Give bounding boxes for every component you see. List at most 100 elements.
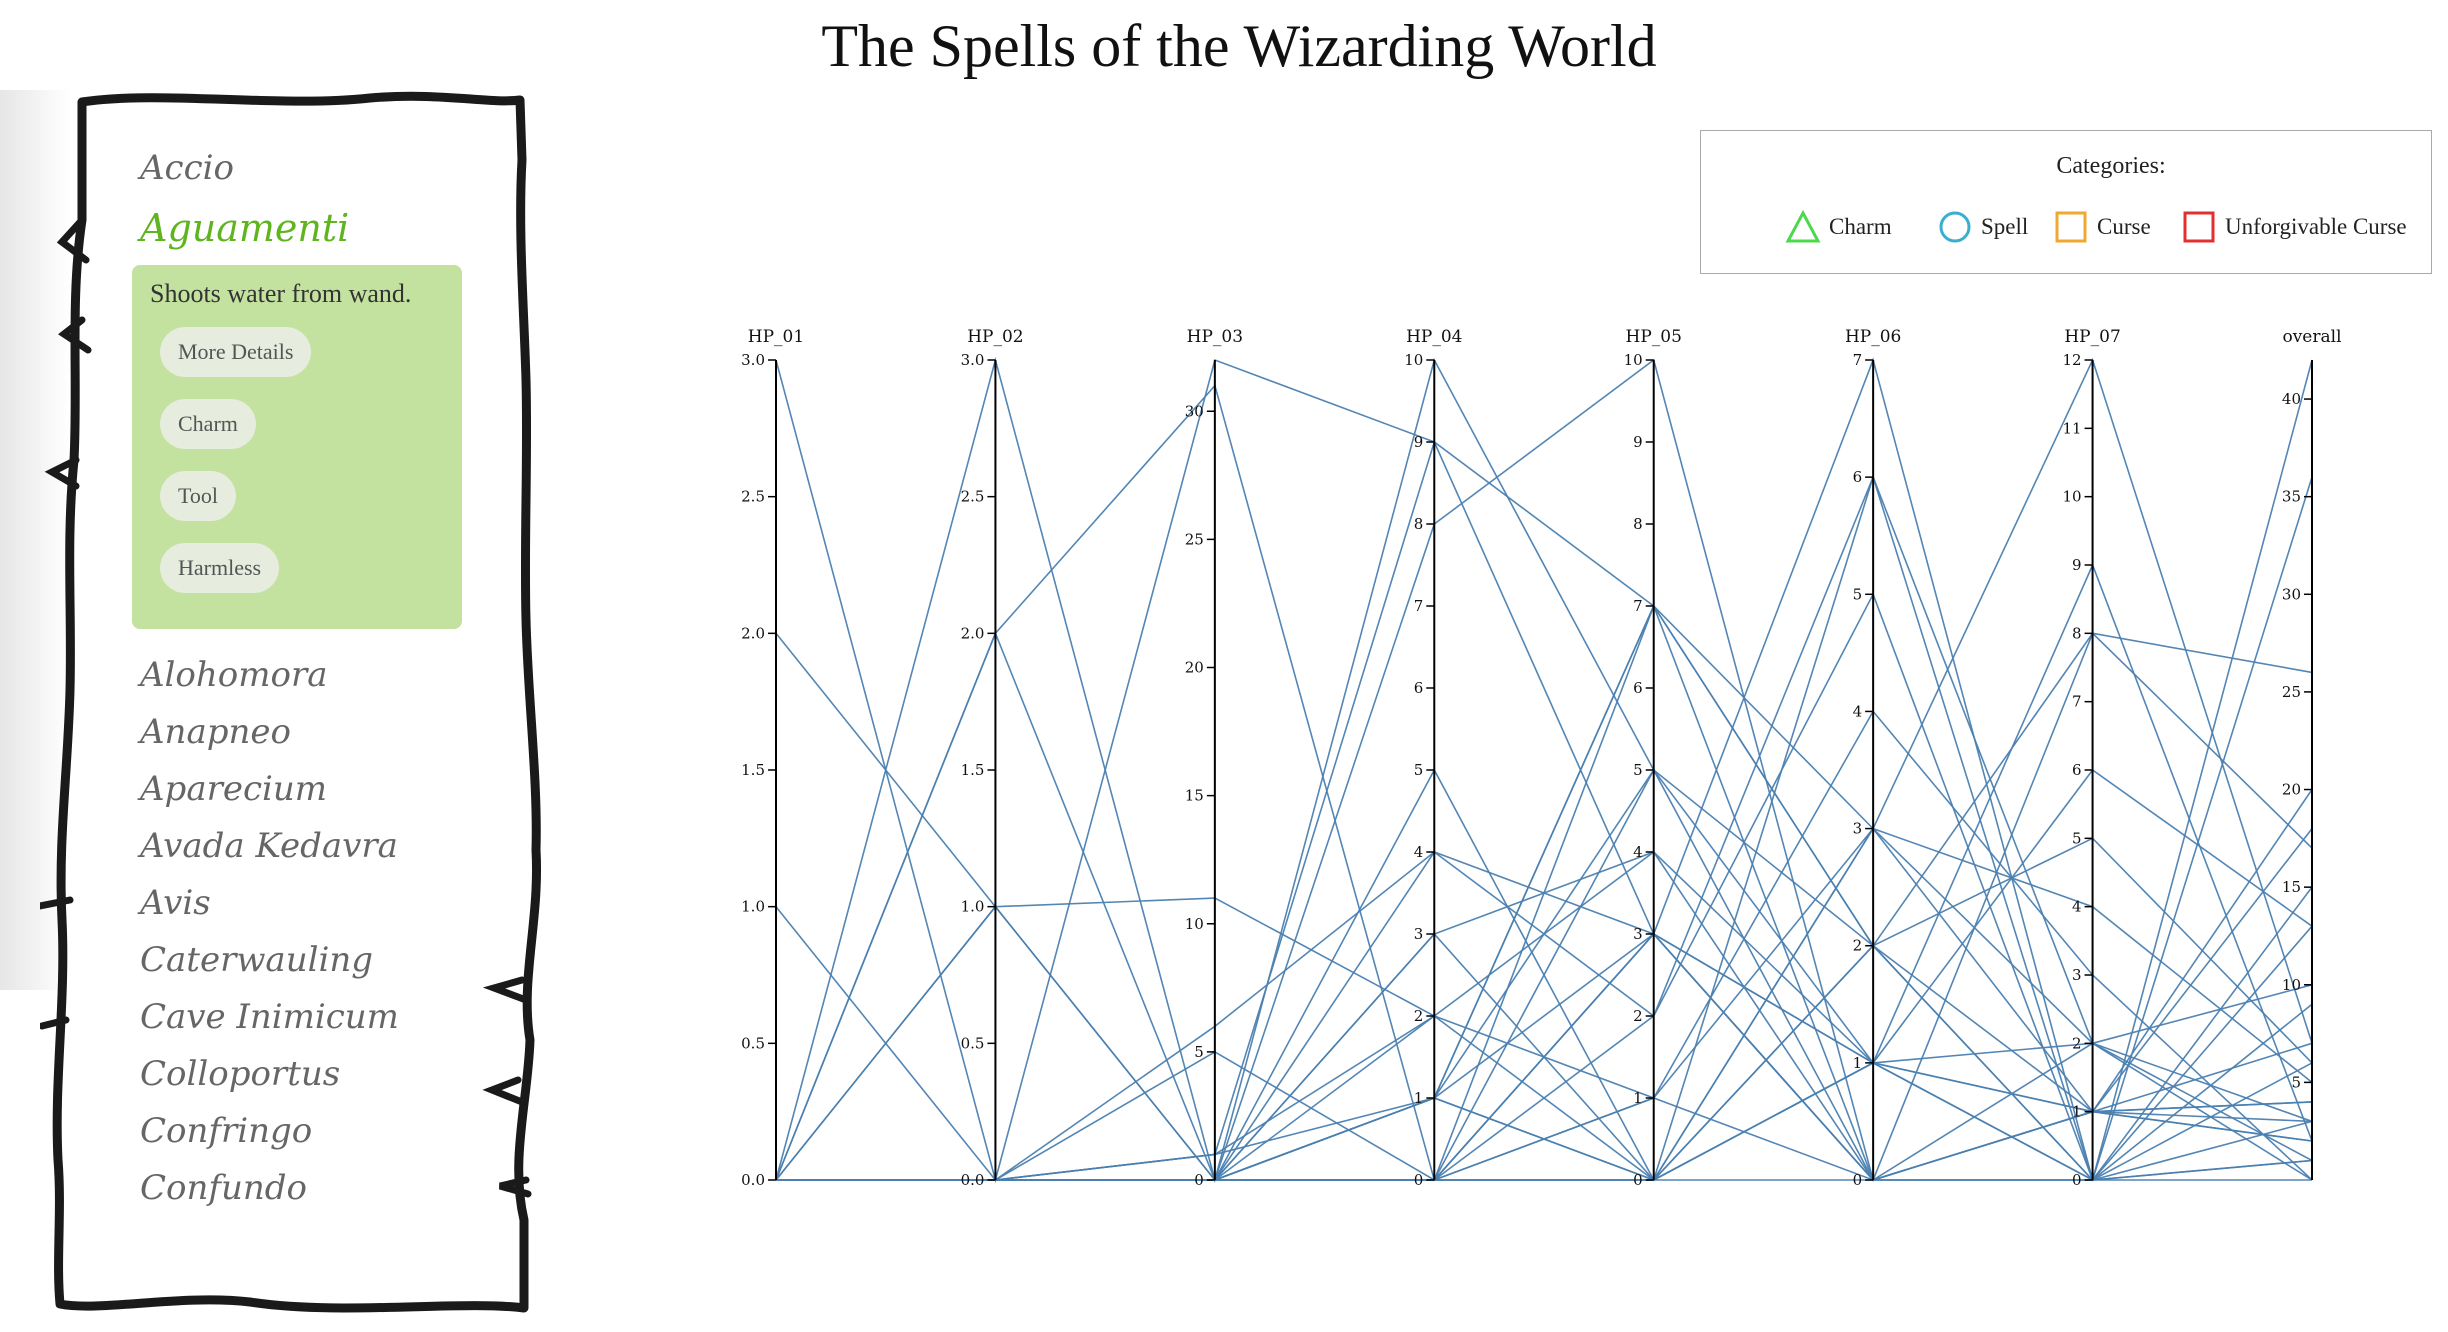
tick-label: 2 bbox=[1414, 1007, 1424, 1025]
tick-label: 4 bbox=[1414, 843, 1424, 861]
data-line-22[interactable] bbox=[776, 768, 2313, 1181]
tick-label: 6 bbox=[1414, 679, 1424, 697]
tick-label: 6 bbox=[2072, 761, 2082, 779]
legend-item-charm[interactable]: Charm bbox=[1785, 209, 1892, 245]
tick-label: 30 bbox=[1185, 402, 1204, 420]
tick-label: 2 bbox=[1633, 1007, 1643, 1025]
data-line-23[interactable] bbox=[776, 827, 2313, 1182]
legend-label: Charm bbox=[1829, 214, 1892, 239]
spell-item-avis[interactable]: Avis bbox=[140, 883, 211, 923]
spell-item-aguamenti[interactable]: Aguamenti bbox=[140, 206, 350, 250]
spell-item-caterwauling[interactable]: Caterwauling bbox=[140, 940, 374, 980]
tick-label: 5 bbox=[1853, 585, 1863, 603]
data-line-13[interactable] bbox=[776, 474, 2313, 1181]
tick-label: 10 bbox=[2282, 976, 2301, 994]
more-details-button[interactable]: More Details bbox=[160, 327, 312, 377]
legend-label: Unforgivable Curse bbox=[2225, 214, 2407, 239]
axis-title-HP_01: HP_01 bbox=[748, 327, 804, 347]
data-line-17[interactable] bbox=[776, 827, 2313, 1181]
tag-tool-button[interactable]: Tool bbox=[160, 471, 237, 521]
tick-label: 0.0 bbox=[741, 1171, 765, 1189]
legend-label: Spell bbox=[1981, 214, 2029, 239]
spell-item-confundo[interactable]: Confundo bbox=[140, 1168, 307, 1208]
legend-item-curse[interactable]: Curse bbox=[2053, 209, 2151, 245]
tick-label: 0 bbox=[1414, 1171, 1424, 1189]
tick-label: 40 bbox=[2282, 390, 2301, 408]
tick-label: 6 bbox=[1853, 468, 1863, 486]
category-legend: Categories: Charm Spell Curse Unforgivab… bbox=[1700, 130, 2432, 274]
tick-label: 3.0 bbox=[741, 351, 765, 369]
tick-label: 3 bbox=[2072, 966, 2082, 984]
spell-description: Shoots water from wand. bbox=[150, 279, 412, 308]
circle-icon bbox=[1939, 211, 1971, 243]
tick-label: 1 bbox=[1853, 1054, 1863, 1072]
tick-label: 9 bbox=[1633, 433, 1643, 451]
tick-label: 6 bbox=[1633, 679, 1643, 697]
tick-label: 15 bbox=[1185, 787, 1204, 805]
tick-label: 4 bbox=[1633, 843, 1643, 861]
tick-label: 1 bbox=[1633, 1089, 1643, 1107]
axis-title-HP_02: HP_02 bbox=[967, 327, 1023, 347]
tick-label: 8 bbox=[1633, 515, 1643, 533]
spell-item-confringo[interactable]: Confringo bbox=[140, 1111, 313, 1151]
axis-title-HP_05: HP_05 bbox=[1626, 327, 1682, 347]
tick-label: 1.5 bbox=[741, 761, 765, 779]
spell-item-aparecium[interactable]: Aparecium bbox=[140, 769, 328, 809]
tick-label: 5 bbox=[1633, 761, 1643, 779]
axis-title-HP_07: HP_07 bbox=[2064, 327, 2120, 347]
axis-title-overall: overall bbox=[2282, 327, 2341, 347]
spell-item-alohomora[interactable]: Alohomora bbox=[140, 655, 328, 695]
data-line-29[interactable] bbox=[776, 1062, 2313, 1181]
tick-label: 2 bbox=[2072, 1034, 2082, 1052]
tick-label: 0.5 bbox=[741, 1034, 765, 1052]
data-line-26[interactable] bbox=[776, 1042, 2313, 1181]
tick-label: 1 bbox=[2072, 1103, 2082, 1121]
spell-item-avada-kedavra[interactable]: Avada Kedavra bbox=[140, 826, 398, 866]
spell-item-anapneo[interactable]: Anapneo bbox=[140, 712, 291, 752]
tick-label: 2.5 bbox=[961, 488, 985, 506]
tick-label: 25 bbox=[2282, 683, 2301, 701]
data-line-8[interactable] bbox=[775, 603, 2313, 1183]
tick-label: 4 bbox=[1853, 702, 1863, 720]
tick-label: 1.5 bbox=[961, 761, 985, 779]
tick-label: 5 bbox=[1194, 1043, 1204, 1061]
tick-label: 3.0 bbox=[961, 351, 985, 369]
triangle-icon bbox=[1785, 209, 1821, 243]
square-icon bbox=[2183, 211, 2215, 243]
tick-label: 12 bbox=[2062, 351, 2081, 369]
spell-item-cave-inimicum[interactable]: Cave Inimicum bbox=[140, 997, 399, 1037]
tick-label: 10 bbox=[2062, 488, 2081, 506]
data-line-7[interactable] bbox=[776, 474, 2313, 1182]
tick-label: 7 bbox=[1633, 597, 1643, 615]
data-line-25[interactable] bbox=[776, 604, 2313, 1181]
data-line-4[interactable] bbox=[775, 383, 2313, 1182]
tick-label: 2.0 bbox=[741, 624, 765, 642]
data-line-14[interactable] bbox=[776, 562, 2313, 1182]
tag-charm-button[interactable]: Charm bbox=[160, 399, 256, 449]
tick-label: 7 bbox=[1414, 597, 1424, 615]
tick-label: 0.5 bbox=[961, 1034, 985, 1052]
legend-label: Curse bbox=[2097, 214, 2151, 239]
data-line-20[interactable] bbox=[776, 932, 2313, 1182]
tick-label: 0 bbox=[1853, 1171, 1863, 1189]
tick-label: 0 bbox=[2072, 1171, 2082, 1189]
legend-item-spell[interactable]: Spell bbox=[1937, 209, 2028, 245]
tick-label: 2 bbox=[1853, 937, 1863, 955]
tick-label: 0 bbox=[1633, 1171, 1643, 1189]
tick-label: 5 bbox=[1414, 761, 1424, 779]
tick-label: 30 bbox=[2282, 585, 2301, 603]
tick-label: 35 bbox=[2282, 488, 2301, 506]
tick-label: 0 bbox=[1194, 1171, 1204, 1189]
tick-label: 10 bbox=[1185, 915, 1204, 933]
legend-item-unforgivable-curse[interactable]: Unforgivable Curse bbox=[2181, 209, 2407, 245]
data-line-19[interactable] bbox=[776, 592, 2313, 1181]
spell-list: Accio Aguamenti Shoots water from wand. … bbox=[132, 140, 520, 1217]
spell-detail-card: Shoots water from wand. More Details Cha… bbox=[132, 265, 462, 629]
axis-title-HP_06: HP_06 bbox=[1845, 327, 1901, 347]
spell-item-colloportus[interactable]: Colloportus bbox=[140, 1054, 341, 1094]
tick-label: 1.0 bbox=[961, 898, 985, 916]
tag-harmless-button[interactable]: Harmless bbox=[160, 543, 280, 593]
spell-item-accio[interactable]: Accio bbox=[140, 148, 234, 188]
tick-label: 9 bbox=[2072, 556, 2082, 574]
